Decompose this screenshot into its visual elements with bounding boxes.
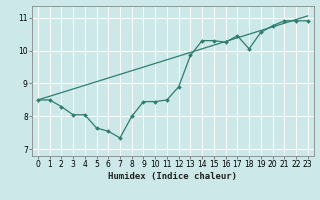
X-axis label: Humidex (Indice chaleur): Humidex (Indice chaleur) <box>108 172 237 181</box>
